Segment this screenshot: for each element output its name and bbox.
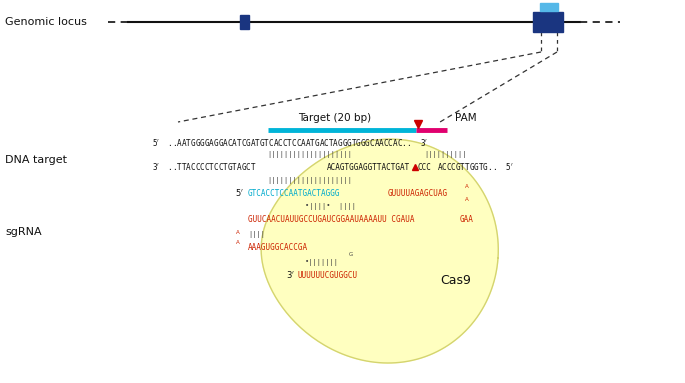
Text: •||||•  ||||: •||||• |||| (305, 203, 356, 210)
Text: sgRNA: sgRNA (5, 227, 42, 237)
Text: Genomic locus: Genomic locus (5, 17, 87, 27)
Text: 5$'$  ..AATGGGGAGGACATCGATGTCACCTCCAATGACTAGGGTGGGCAACCAC..  3$'$: 5$'$ ..AATGGGGAGGACATCGATGTCACCTCCAATGAC… (152, 137, 428, 149)
Text: ||||: |||| (248, 231, 265, 239)
Text: A: A (236, 229, 240, 234)
Text: 5$'$: 5$'$ (235, 188, 244, 198)
Text: DNA target: DNA target (5, 155, 67, 165)
Text: A: A (236, 241, 240, 246)
Text: UUUUUUCGUGGCU: UUUUUUCGUGGCU (298, 270, 358, 280)
Bar (540, 3, 558, 11)
Text: 3$'$: 3$'$ (286, 270, 295, 280)
Polygon shape (261, 139, 498, 363)
Text: ||||||||||||||||||||: |||||||||||||||||||| (267, 177, 352, 183)
Text: 3$'$  ..TTACCCCTCCTGTAGCT: 3$'$ ..TTACCCCTCCTGTAGCT (152, 162, 257, 172)
Text: ACCCGTTGGTG..  5$'$: ACCCGTTGGTG.. 5$'$ (437, 162, 514, 172)
Text: •|||||||: •||||||| (305, 259, 339, 265)
Text: ACAGTGGAGGTTACTGAT: ACAGTGGAGGTTACTGAT (327, 162, 410, 172)
Bar (240, 15, 249, 29)
Text: Cas9: Cas9 (440, 273, 471, 286)
Text: A: A (465, 184, 469, 189)
Text: PAM: PAM (455, 113, 477, 123)
Text: A: A (465, 197, 469, 202)
Text: GTCACCTCCAATGACTAGGG: GTCACCTCCAATGACTAGGG (248, 188, 340, 198)
Text: CCC: CCC (418, 162, 432, 172)
Text: ||||||||||: |||||||||| (424, 152, 466, 159)
Text: AAAGUGGCACCGA: AAAGUGGCACCGA (248, 244, 308, 252)
Text: GAA: GAA (460, 214, 474, 224)
Text: ||||||||||||||||||||: |||||||||||||||||||| (267, 152, 352, 159)
Text: Target (20 bp): Target (20 bp) (299, 113, 371, 123)
Text: G: G (349, 252, 353, 257)
Text: GUUCAACUAUUGCCUGAUCGGAAUAAAAUU CGAUA: GUUCAACUAUUGCCUGAUCGGAAUAAAAUU CGAUA (248, 214, 414, 224)
Bar (533, 12, 563, 32)
Text: GUUUUAGAGCUAG: GUUUUAGAGCUAG (388, 188, 448, 198)
